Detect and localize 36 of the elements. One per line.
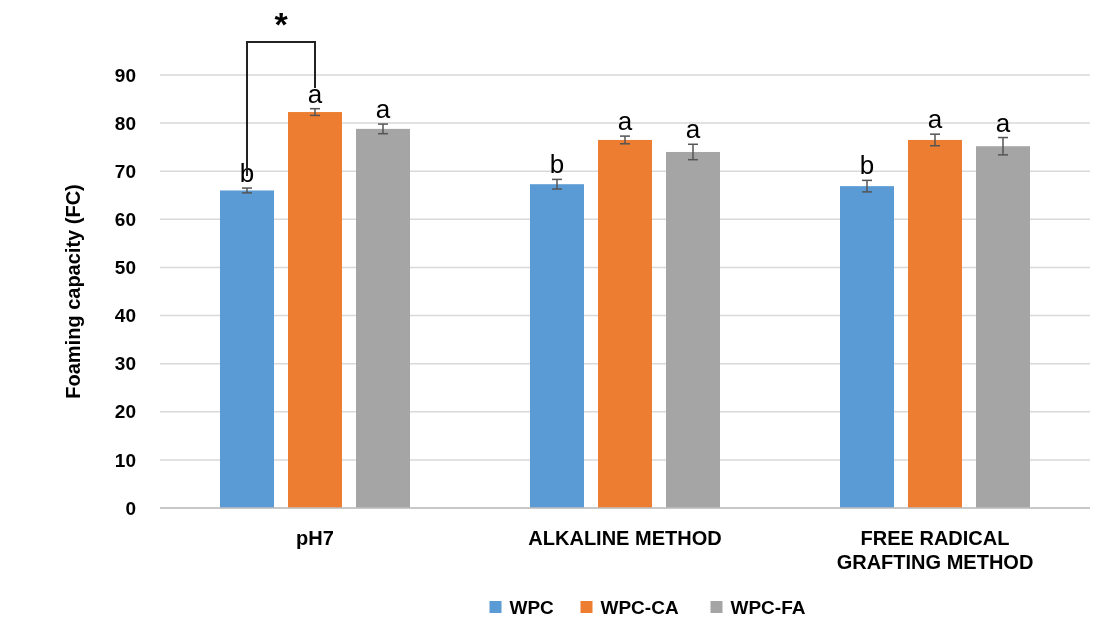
y-tick-label: 60 [114,208,136,230]
bar [908,139,962,508]
bar [288,112,342,508]
x-tick-label: ALKALINE METHOD [528,527,722,549]
y-tick-label: 10 [114,449,136,471]
legend-label: WPC-FA [730,596,806,618]
data-label: b [859,150,875,181]
y-tick-label: 50 [114,257,136,279]
data-label: b [549,149,565,180]
legend-label: WPC [509,596,555,618]
bar [220,190,274,508]
data-label: a [685,114,701,145]
y-tick-label: 30 [114,353,136,375]
bar [356,128,410,508]
y-tick-label: 0 [125,497,136,519]
bar [530,184,584,508]
x-tick-label: FREE RADICAL GRAFTING METHOD [836,527,1034,573]
data-label: b [239,158,255,189]
bar [976,146,1030,508]
y-tick-label: 40 [114,305,136,327]
y-tick-label: 20 [114,401,136,423]
y-tick-label: 70 [114,160,136,182]
data-label: a [927,104,943,135]
data-label: a [375,94,391,125]
legend-label: WPC-CA [600,596,679,618]
text: * [274,5,289,43]
data-label: a [307,78,323,109]
data-label: a [995,107,1011,138]
y-axis-title: Foaming capacity (FC) [62,184,84,399]
bar [598,139,652,508]
bar [666,151,720,508]
y-tick-label: 80 [114,112,136,134]
x-tick-label: pH7 [296,527,334,549]
y-tick-label: 90 [114,64,136,86]
bar [840,186,894,508]
data-label: a [617,106,633,137]
